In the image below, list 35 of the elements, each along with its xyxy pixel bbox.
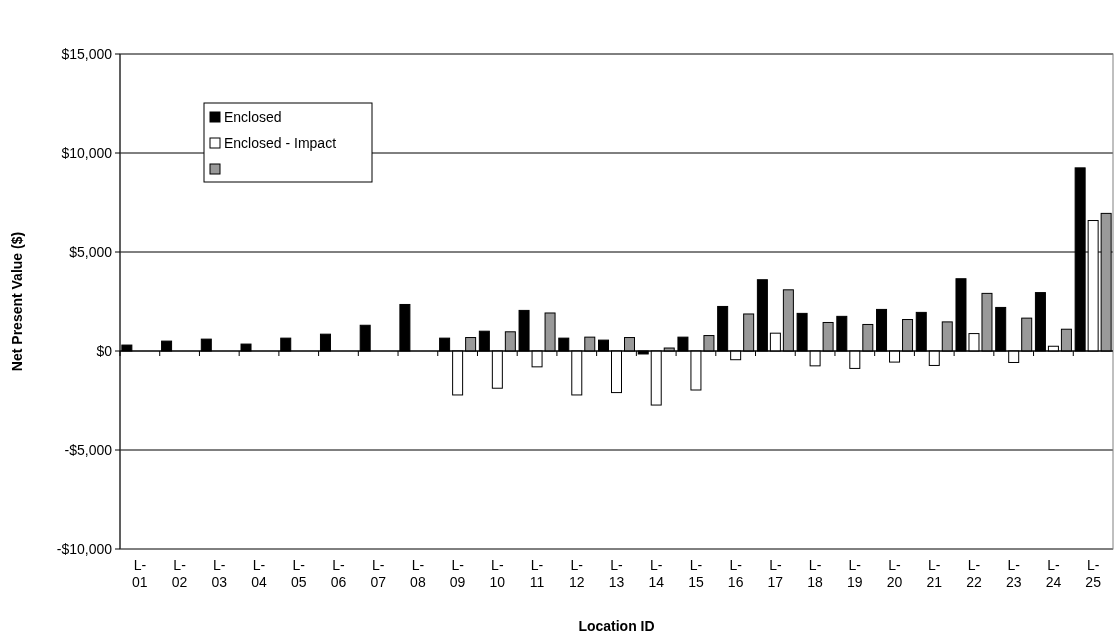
x-tick-label: L-23 <box>1005 557 1022 590</box>
y-tick-label: $10,000 <box>61 145 113 161</box>
y-tick-label: -$10,000 <box>56 541 113 557</box>
x-tick-label: L-21 <box>926 557 943 590</box>
y-tick-label: -$5,000 <box>64 442 113 458</box>
x-tick-label: L-22 <box>966 557 982 590</box>
x-tick-label: L-13 <box>608 557 625 590</box>
x-tick-label: L-12 <box>568 557 585 590</box>
x-tick-label: L-02 <box>171 557 188 590</box>
x-tick-label: L-09 <box>449 557 466 590</box>
legend-label: Enclosed - Impact <box>224 135 337 151</box>
x-tick-label: L-04 <box>251 557 268 590</box>
x-tick-label: L-17 <box>767 557 784 590</box>
x-tick-label: L-19 <box>847 557 863 590</box>
x-tick-label: L-14 <box>648 557 665 590</box>
y-tick-label: $5,000 <box>69 244 113 260</box>
x-tick-label: L-01 <box>132 557 148 590</box>
x-tick-label: L-07 <box>370 557 387 590</box>
x-tick-label: L-06 <box>330 557 347 590</box>
x-tick-label: L-25 <box>1085 557 1102 590</box>
x-tick-label: L-18 <box>807 557 824 590</box>
y-axis-title: Net Present Value ($) <box>9 231 25 372</box>
legend-label: Enclosed <box>224 109 282 125</box>
x-tick-label: L-15 <box>688 557 704 590</box>
x-tick-label: L-10 <box>489 557 506 590</box>
x-tick-label: L-08 <box>410 557 426 590</box>
x-tick-label: L-16 <box>727 557 744 590</box>
x-axis-title: Location ID <box>578 618 655 634</box>
y-tick-label: $0 <box>96 343 113 359</box>
x-tick-label: L-20 <box>886 557 903 590</box>
x-tick-label: L-03 <box>211 557 228 590</box>
y-tick-label: $15,000 <box>61 46 113 62</box>
x-tick-label: L-11 <box>529 557 545 590</box>
x-tick-label: L-05 <box>290 557 307 590</box>
x-tick-label: L-24 <box>1045 557 1062 590</box>
